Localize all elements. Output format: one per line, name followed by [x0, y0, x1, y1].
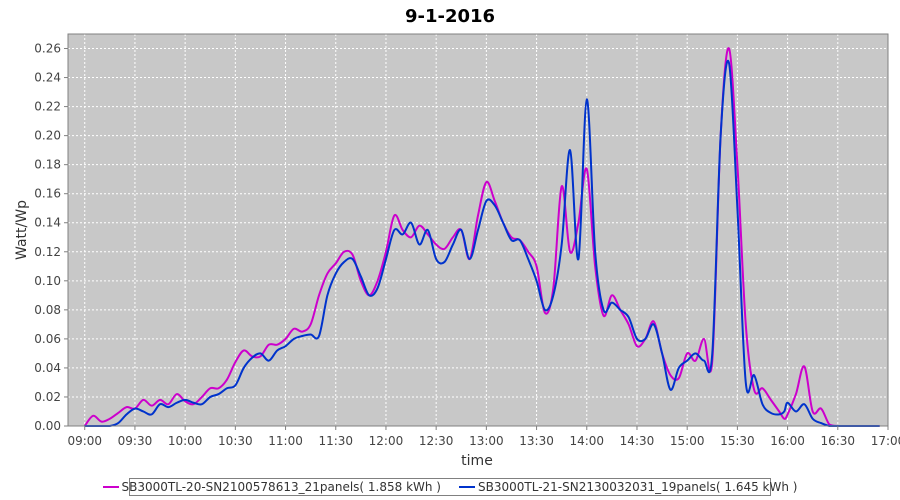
y-tick-label: 0.12	[34, 245, 61, 259]
y-tick-label: 0.02	[34, 390, 61, 404]
x-tick-label: 10:30	[218, 434, 253, 448]
legend-label-series-2: SB3000TL-21-SN2130032031_19panels( 1.645…	[478, 480, 798, 494]
y-tick-label: 0.00	[34, 419, 61, 433]
axes: 0.00 0.02 0.04 0.06 0.08 0.10 0.12 0.14 0.16 0.18…	[34, 33, 900, 448]
x-tick-label: 09:00	[67, 434, 102, 448]
y-tick-label: 0.14	[34, 216, 61, 230]
y-tick-label: 0.10	[34, 274, 61, 288]
x-tick-label: 16:00	[770, 434, 805, 448]
x-tick-label: 12:00	[369, 434, 404, 448]
y-tick-label: 0.24	[34, 71, 61, 85]
plot-border	[67, 33, 889, 427]
x-tick-label: 12:30	[419, 434, 454, 448]
y-axis-title: Watt/Wp	[14, 200, 30, 260]
y-tick-label: 0.20	[34, 129, 61, 143]
series-line-2	[84, 59, 880, 427]
series-layer	[83, 47, 880, 427]
y-tick-label: 0.06	[34, 332, 61, 346]
x-tick-label: 13:30	[519, 434, 554, 448]
legend: SB3000TL-20-SN2100578613_21panels( 1.858…	[102, 478, 797, 496]
x-tick-label: 16:30	[820, 434, 855, 448]
grid-lines	[68, 34, 889, 427]
x-axis-title: time	[461, 453, 493, 469]
y-tick-label: 0.26	[34, 42, 61, 56]
chart-title: 9-1-2016	[405, 6, 495, 27]
y-tick-label: 0.04	[34, 361, 61, 375]
x-tick-label: 15:30	[720, 434, 755, 448]
x-tick-label: 15:00	[670, 434, 705, 448]
legend-swatch-series-1	[102, 486, 119, 488]
x-tick-label: 14:30	[620, 434, 655, 448]
y-tick-label: 0.16	[34, 187, 61, 201]
x-tick-label: 17:00	[871, 434, 900, 448]
legend-swatch-series-2	[459, 486, 475, 488]
x-tick-label: 09:30	[118, 434, 153, 448]
x-tick-label: 10:00	[168, 434, 203, 448]
legend-item-series-2: SB3000TL-21-SN2130032031_19panels( 1.645…	[459, 480, 797, 494]
x-tick-label: 11:00	[268, 434, 303, 448]
y-tick-label: 0.18	[34, 158, 61, 172]
x-tick-label: 11:30	[318, 434, 353, 448]
y-tick-label: 0.22	[34, 100, 61, 114]
y-tick-label: 0.08	[34, 303, 61, 317]
legend-item-series-1: SB3000TL-20-SN2100578613_21panels( 1.858…	[102, 480, 441, 494]
x-tick-label: 14:00	[569, 434, 604, 448]
x-tick-label: 13:00	[469, 434, 504, 448]
legend-label-series-1: SB3000TL-20-SN2100578613_21panels( 1.858…	[121, 480, 441, 494]
